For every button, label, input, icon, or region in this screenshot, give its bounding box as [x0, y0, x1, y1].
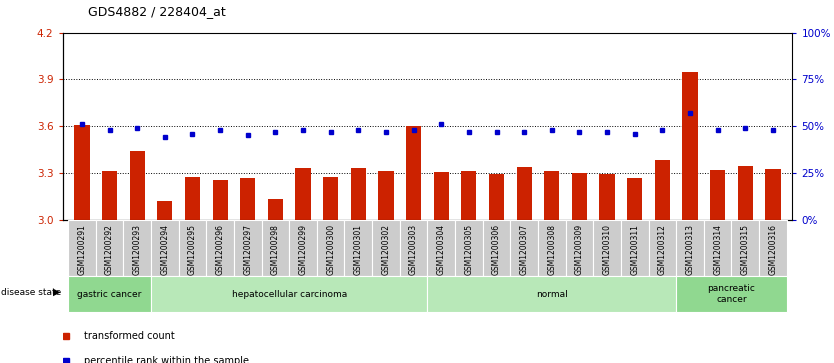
- Bar: [406, 126, 421, 220]
- Bar: [731, 220, 759, 276]
- Text: GSM1200306: GSM1200306: [492, 224, 501, 275]
- Bar: [379, 171, 394, 220]
- Bar: [158, 201, 173, 220]
- Bar: [600, 174, 615, 220]
- Bar: [682, 72, 697, 220]
- Bar: [455, 220, 483, 276]
- Text: GSM1200297: GSM1200297: [244, 224, 252, 275]
- Text: GSM1200316: GSM1200316: [768, 224, 777, 275]
- Bar: [593, 220, 621, 276]
- Bar: [676, 276, 786, 312]
- Text: transformed count: transformed count: [84, 331, 175, 341]
- Bar: [399, 220, 427, 276]
- Bar: [759, 220, 786, 276]
- Text: GSM1200299: GSM1200299: [299, 224, 308, 275]
- Bar: [240, 178, 255, 220]
- Bar: [234, 220, 262, 276]
- Text: GSM1200293: GSM1200293: [133, 224, 142, 275]
- Text: gastric cancer: gastric cancer: [78, 290, 142, 298]
- Text: GSM1200311: GSM1200311: [631, 224, 639, 275]
- Bar: [185, 177, 200, 220]
- Bar: [766, 169, 781, 220]
- Bar: [545, 171, 560, 220]
- Text: GSM1200308: GSM1200308: [547, 224, 556, 275]
- Bar: [738, 166, 753, 220]
- Text: GSM1200312: GSM1200312: [658, 224, 667, 275]
- Text: GSM1200309: GSM1200309: [575, 224, 584, 275]
- Bar: [68, 276, 151, 312]
- Text: GSM1200291: GSM1200291: [78, 224, 87, 275]
- Text: disease state: disease state: [1, 288, 61, 297]
- Bar: [68, 220, 96, 276]
- Bar: [268, 199, 283, 220]
- Text: normal: normal: [536, 290, 568, 298]
- Bar: [676, 220, 704, 276]
- Text: GSM1200313: GSM1200313: [686, 224, 695, 275]
- Bar: [627, 178, 642, 220]
- Bar: [129, 151, 145, 220]
- Bar: [151, 276, 427, 312]
- Bar: [710, 170, 726, 220]
- Bar: [151, 220, 178, 276]
- Text: GSM1200296: GSM1200296: [216, 224, 224, 275]
- Text: ▶: ▶: [53, 287, 60, 297]
- Text: GSM1200315: GSM1200315: [741, 224, 750, 275]
- Bar: [427, 220, 455, 276]
- Bar: [483, 220, 510, 276]
- Bar: [461, 171, 476, 220]
- Bar: [351, 168, 366, 220]
- Bar: [213, 180, 228, 220]
- Bar: [123, 220, 151, 276]
- Bar: [538, 220, 565, 276]
- Text: GDS4882 / 228404_at: GDS4882 / 228404_at: [88, 5, 225, 18]
- Bar: [295, 168, 310, 220]
- Text: GSM1200302: GSM1200302: [381, 224, 390, 275]
- Bar: [317, 220, 344, 276]
- Text: GSM1200300: GSM1200300: [326, 224, 335, 275]
- Bar: [510, 220, 538, 276]
- Bar: [344, 220, 372, 276]
- Bar: [74, 125, 89, 220]
- Bar: [649, 220, 676, 276]
- Bar: [206, 220, 234, 276]
- Text: GSM1200314: GSM1200314: [713, 224, 722, 275]
- Bar: [704, 220, 731, 276]
- Text: GSM1200304: GSM1200304: [437, 224, 445, 275]
- Bar: [323, 177, 339, 220]
- Bar: [427, 276, 676, 312]
- Bar: [102, 171, 117, 220]
- Text: percentile rank within the sample: percentile rank within the sample: [84, 356, 249, 363]
- Text: GSM1200310: GSM1200310: [603, 224, 611, 275]
- Bar: [434, 172, 449, 220]
- Bar: [516, 167, 532, 220]
- Text: GSM1200303: GSM1200303: [409, 224, 418, 275]
- Text: GSM1200294: GSM1200294: [160, 224, 169, 275]
- Text: GSM1200301: GSM1200301: [354, 224, 363, 275]
- Bar: [489, 175, 504, 220]
- Text: pancreatic
cancer: pancreatic cancer: [707, 284, 756, 304]
- Bar: [621, 220, 649, 276]
- Text: GSM1200307: GSM1200307: [520, 224, 529, 275]
- Bar: [565, 220, 593, 276]
- Bar: [262, 220, 289, 276]
- Text: hepatocellular carcinoma: hepatocellular carcinoma: [232, 290, 347, 298]
- Text: GSM1200295: GSM1200295: [188, 224, 197, 275]
- Bar: [96, 220, 123, 276]
- Bar: [655, 160, 670, 220]
- Bar: [178, 220, 206, 276]
- Text: GSM1200292: GSM1200292: [105, 224, 114, 275]
- Text: GSM1200305: GSM1200305: [465, 224, 474, 275]
- Text: GSM1200298: GSM1200298: [271, 224, 280, 275]
- Bar: [289, 220, 317, 276]
- Bar: [372, 220, 399, 276]
- Bar: [572, 173, 587, 220]
